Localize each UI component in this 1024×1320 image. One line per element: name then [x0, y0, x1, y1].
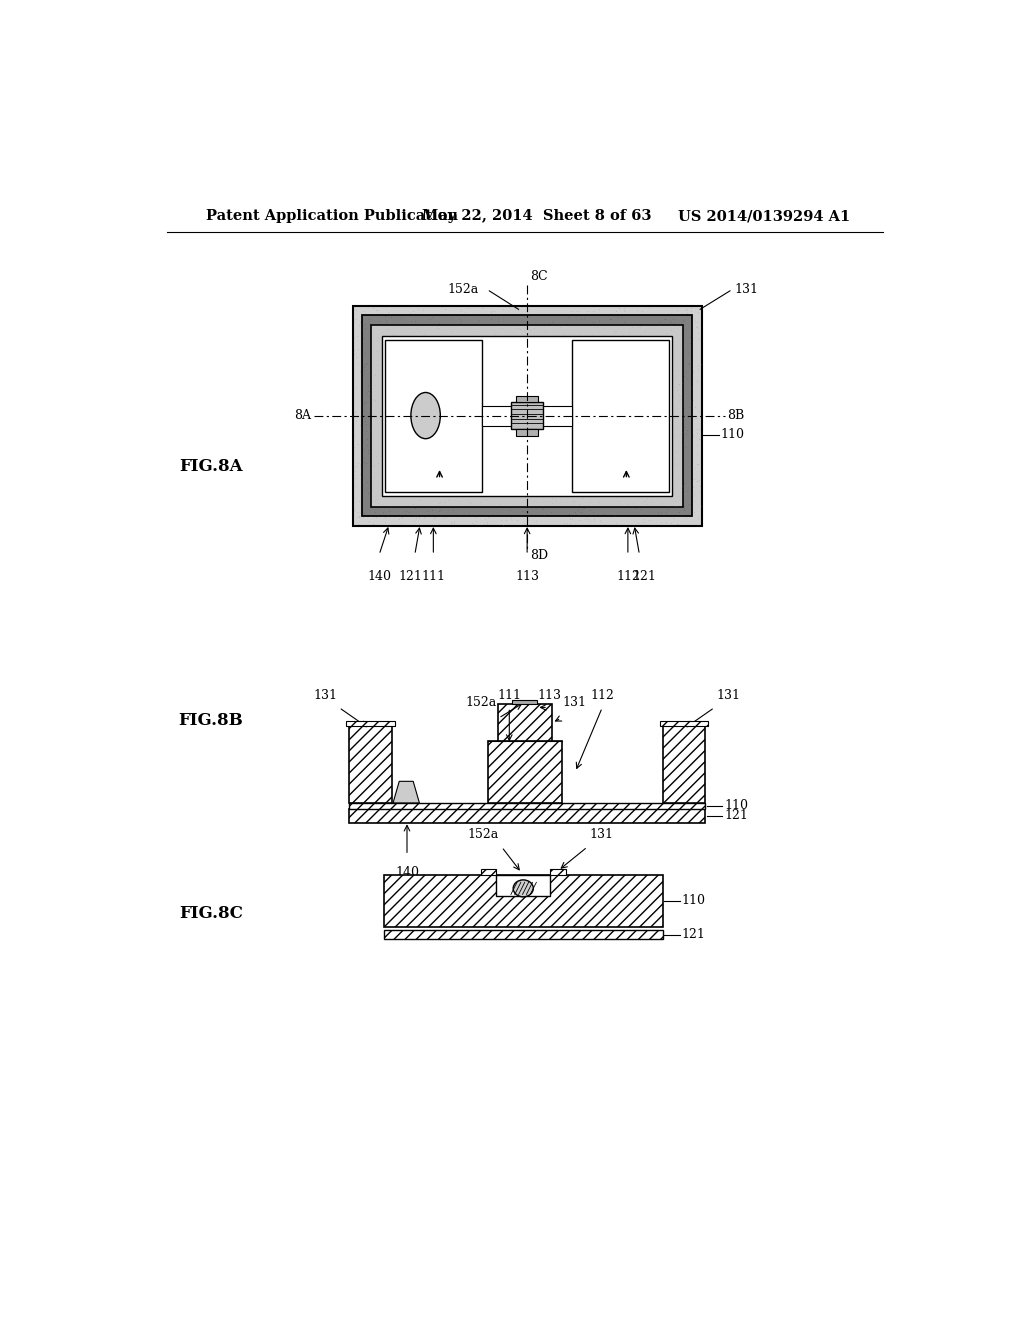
Bar — [498, 705, 552, 742]
Text: FIG.8A: FIG.8A — [179, 458, 243, 475]
Bar — [482, 405, 572, 425]
Polygon shape — [372, 325, 683, 507]
Bar — [384, 929, 663, 940]
Text: 112: 112 — [591, 689, 614, 702]
Text: 121: 121 — [724, 809, 748, 822]
Bar — [572, 341, 669, 492]
Bar — [516, 396, 538, 401]
Text: 111: 111 — [498, 689, 521, 702]
Bar — [487, 742, 562, 803]
Text: 131: 131 — [716, 689, 740, 702]
Text: 131: 131 — [563, 696, 587, 709]
Bar — [385, 341, 482, 492]
Text: 121: 121 — [632, 570, 656, 583]
Text: FIG.8C: FIG.8C — [179, 904, 243, 921]
Text: 110: 110 — [681, 894, 706, 907]
Bar — [349, 726, 391, 803]
Text: 111: 111 — [421, 570, 445, 583]
Bar — [663, 726, 706, 803]
Text: US 2014/0139294 A1: US 2014/0139294 A1 — [678, 209, 851, 223]
Ellipse shape — [411, 392, 440, 438]
Bar — [349, 803, 706, 809]
Text: 131: 131 — [734, 282, 758, 296]
Bar — [496, 875, 550, 896]
Bar — [516, 429, 538, 436]
Bar — [480, 869, 496, 875]
Text: 140: 140 — [367, 570, 391, 583]
Bar — [346, 721, 394, 726]
Bar — [511, 401, 544, 429]
Ellipse shape — [513, 880, 534, 896]
Bar — [349, 809, 706, 822]
Bar — [512, 701, 538, 705]
Text: 110: 110 — [724, 800, 748, 813]
Text: Patent Application Publication: Patent Application Publication — [206, 209, 458, 223]
Text: 121: 121 — [681, 928, 706, 941]
Bar — [384, 874, 663, 927]
Text: 8A: 8A — [294, 409, 311, 422]
Text: 140: 140 — [395, 866, 419, 879]
Text: FIG.8B: FIG.8B — [178, 711, 243, 729]
Text: 152a: 152a — [466, 696, 497, 709]
Text: 113: 113 — [515, 570, 539, 583]
Text: 152a: 152a — [447, 282, 479, 296]
Bar — [497, 875, 550, 895]
Bar — [550, 869, 566, 875]
Polygon shape — [393, 781, 420, 803]
Text: 152a: 152a — [467, 828, 499, 841]
Polygon shape — [362, 315, 692, 516]
Text: May 22, 2014  Sheet 8 of 63: May 22, 2014 Sheet 8 of 63 — [423, 209, 652, 223]
Text: 8B: 8B — [727, 409, 744, 422]
FancyBboxPatch shape — [352, 306, 701, 525]
Text: 113: 113 — [538, 689, 561, 702]
Text: 112: 112 — [616, 570, 640, 583]
Text: 110: 110 — [720, 428, 744, 441]
Text: 131: 131 — [313, 689, 337, 702]
Bar — [659, 721, 709, 726]
Text: 8D: 8D — [530, 549, 548, 562]
Text: 131: 131 — [589, 828, 613, 841]
Text: 121: 121 — [398, 570, 422, 583]
Text: 8C: 8C — [530, 271, 548, 284]
Polygon shape — [382, 335, 672, 496]
